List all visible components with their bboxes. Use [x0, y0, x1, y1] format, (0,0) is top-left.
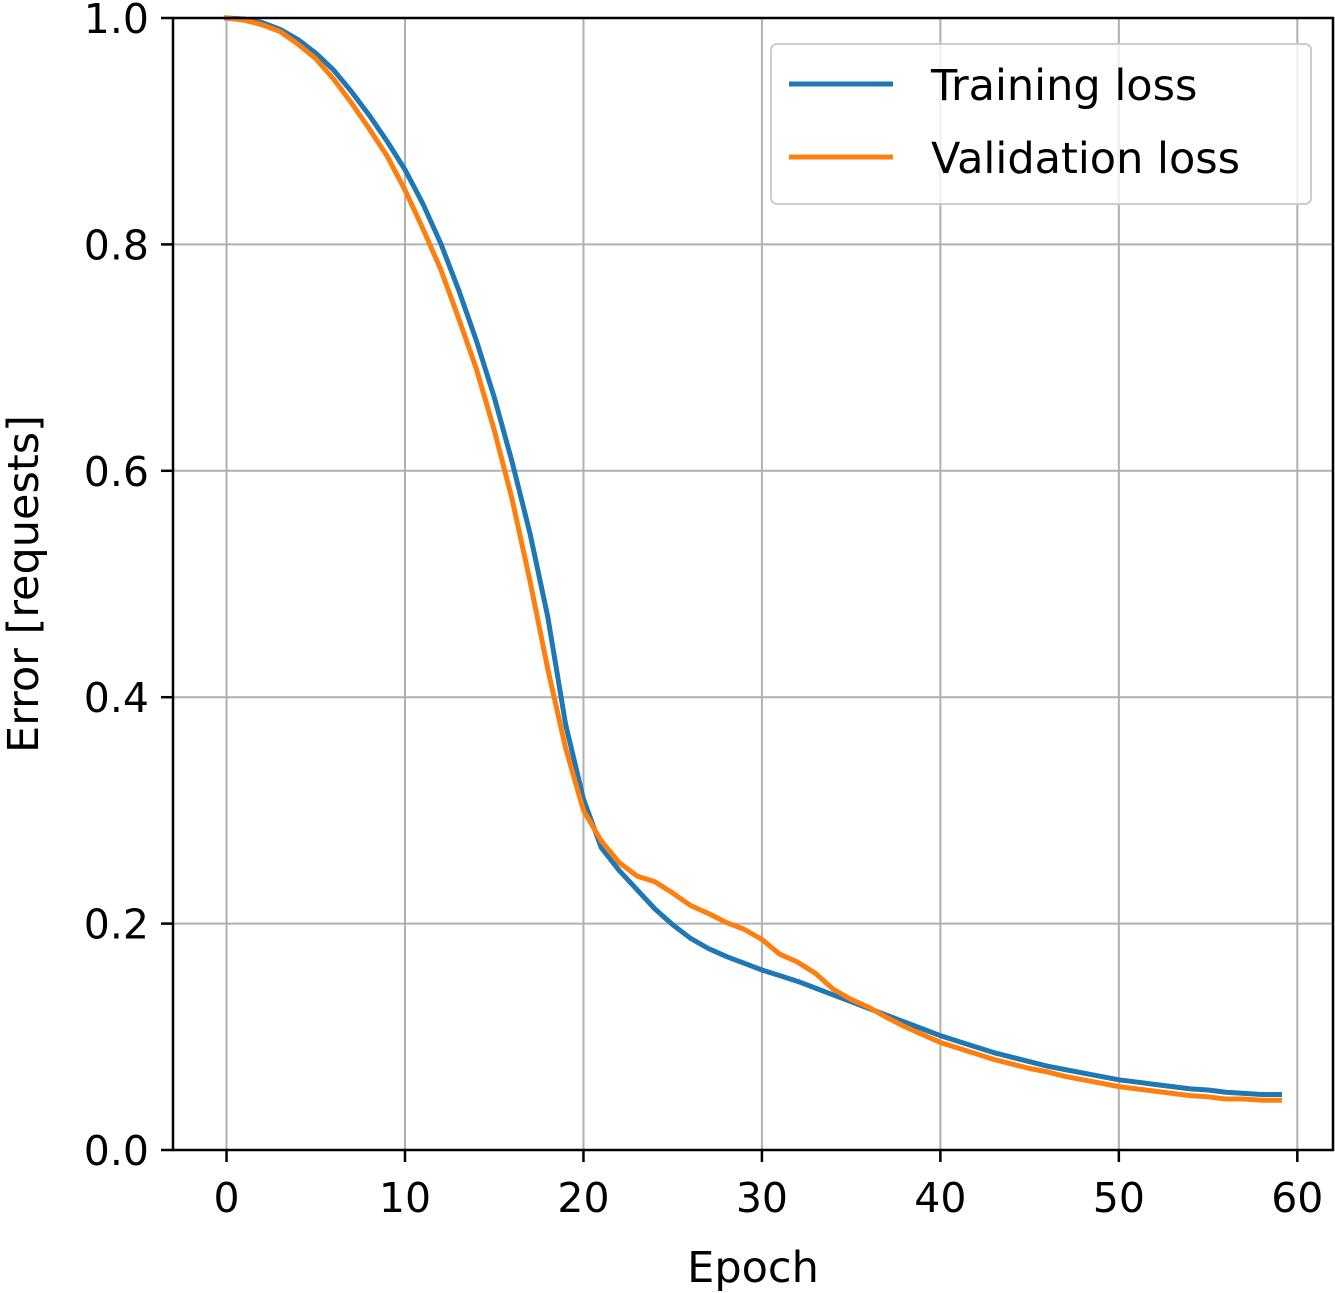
y-tick-label: 0.0	[84, 1127, 149, 1175]
legend-box	[770, 43, 1312, 205]
x-tick-label: 30	[736, 1174, 788, 1222]
ticks: 0 10 20 30 40 50 60 0.0 0.2 0.4 0.6 0.8 1.0	[84, 0, 1324, 1222]
y-tick-label: 1.0	[84, 0, 149, 43]
y-tick-label: 0.4	[84, 674, 149, 722]
x-tick-label: 50	[1093, 1174, 1145, 1222]
x-tick-label: 0	[213, 1174, 239, 1222]
plot-frame	[171, 16, 1335, 1152]
series-line-2	[223, 15, 1282, 1103]
x-axis-label: Epoch	[687, 1243, 819, 1293]
y-tick-label: 0.2	[84, 901, 149, 949]
x-tick-label: 10	[379, 1174, 431, 1222]
x-tick-label: 40	[914, 1174, 966, 1222]
legend-label-1: Training loss	[930, 61, 1197, 111]
y-tick-label: 0.6	[84, 448, 149, 496]
legend: Training loss Validation loss	[770, 43, 1312, 205]
y-axis-label: Error [requests]	[0, 415, 49, 753]
legend-label-2: Validation loss	[931, 134, 1240, 184]
x-tick-label: 60	[1271, 1174, 1323, 1222]
y-tick-label: 0.8	[84, 221, 149, 269]
series-line-1	[223, 15, 1282, 1098]
series-lines	[223, 15, 1282, 1103]
x-tick-label: 20	[557, 1174, 609, 1222]
